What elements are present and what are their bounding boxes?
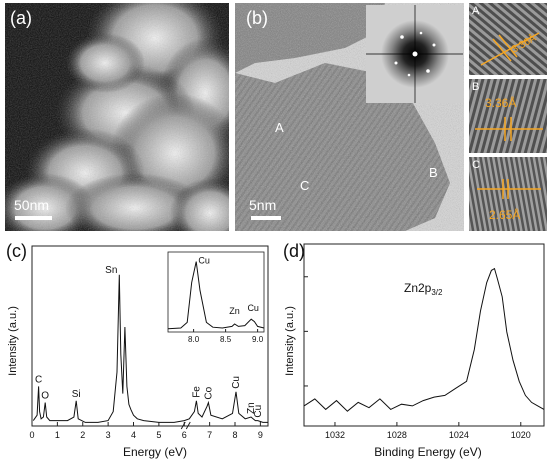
lattice-inset-b (469, 79, 547, 153)
eds-xtick-label: 5 (156, 430, 161, 440)
eds-inset-frame (167, 251, 265, 333)
panel-d-label: (d) (283, 241, 305, 261)
eds-xtick-label: 6 (182, 430, 187, 440)
xps-xlabel: Binding Energy (eV) (374, 445, 481, 459)
eds-axis-break-mark (185, 421, 191, 430)
eds-peak-label: Cu (253, 405, 264, 418)
eds-spectrum-line (32, 274, 268, 423)
panel-b-marker-a: A (275, 120, 284, 135)
eds-inset-peak-label: Cu (198, 256, 210, 266)
xps-xtick-label: 1032 (325, 430, 345, 440)
panel-a-scale-bar-text: 50nm (14, 197, 50, 213)
eds-axis-break-mark (180, 421, 186, 430)
eds-inset-line (167, 261, 265, 330)
lattice-inset-a-label: A (472, 5, 480, 17)
eds-peak-label: Co (203, 386, 214, 399)
panel-b-label: (b) (246, 8, 268, 28)
panel-a-label: (a) (10, 8, 32, 28)
panel-b-marker-b: B (429, 165, 438, 180)
eds-inset-xtick-label: 8.0 (188, 335, 200, 344)
xps-peak-label: Zn2p3/2 (404, 281, 443, 297)
eds-xtick-label: 3 (106, 430, 111, 440)
xps-ylabel: Intensity (a.u.) (284, 306, 296, 376)
eds-peak-label: Sn (105, 265, 117, 276)
lattice-inset-c (469, 157, 547, 231)
eds-xtick-label: 9 (258, 430, 263, 440)
eds-xtick-label: 8 (233, 430, 238, 440)
eds-peak-label: Si (72, 389, 81, 400)
eds-inset-xtick-label: 9.0 (252, 335, 264, 344)
lattice-inset-c-label: C (472, 159, 480, 171)
eds-xtick-label: 7 (207, 430, 212, 440)
xps-spectrum-line (303, 267, 545, 412)
xps-chart: 1032 1028 1024 1020 Binding Energy (eV) Int… (284, 243, 545, 459)
eds-inset-xtick-label: 8.5 (220, 335, 232, 344)
eds-peak-label: O (41, 391, 49, 402)
fft-inset (366, 5, 463, 103)
eds-peak-label: Fe (191, 386, 202, 398)
lattice-inset-c-spacing: 2.65Å (489, 208, 521, 222)
eds-inset-peak-label: Zn (229, 306, 240, 316)
panel-a-scale-bar (15, 216, 52, 220)
xps-peak-label-main: Zn2p (404, 281, 432, 295)
panel-b-scale-bar-text: 5nm (249, 197, 277, 213)
eds-xtick-label: 4 (131, 430, 136, 440)
eds-xtick-label: 1 (55, 430, 60, 440)
eds-peak-label: Cu (231, 376, 242, 389)
eds-xtick-label: 2 (80, 430, 85, 440)
eds-peak-label: C (35, 374, 42, 385)
xps-peak-label-sub: 3/2 (431, 288, 443, 297)
lattice-inset-a (469, 3, 547, 75)
xps-xtick-label: 1024 (449, 430, 469, 440)
eds-inset-peak-label: Cu (247, 303, 259, 313)
eds-xlabel: Energy (eV) (123, 445, 187, 459)
xps-xtick-label: 1020 (511, 430, 531, 440)
panel-b-scale-bar (251, 216, 281, 220)
eds-ylabel: Intensity (a.u.) (7, 306, 19, 376)
lattice-inset-b-spacing: 3.36Å (485, 96, 517, 110)
eds-peak-label: Zn (246, 402, 257, 414)
xps-xtick-label: 1028 (387, 430, 407, 440)
panel-b-marker-c: C (300, 178, 310, 193)
panel-c-label: (c) (6, 241, 27, 261)
eds-xtick-label: 0 (29, 430, 34, 440)
lattice-inset-b-label: B (472, 81, 480, 93)
eds-plot-frame (31, 245, 269, 427)
xps-plot-frame (303, 243, 545, 427)
